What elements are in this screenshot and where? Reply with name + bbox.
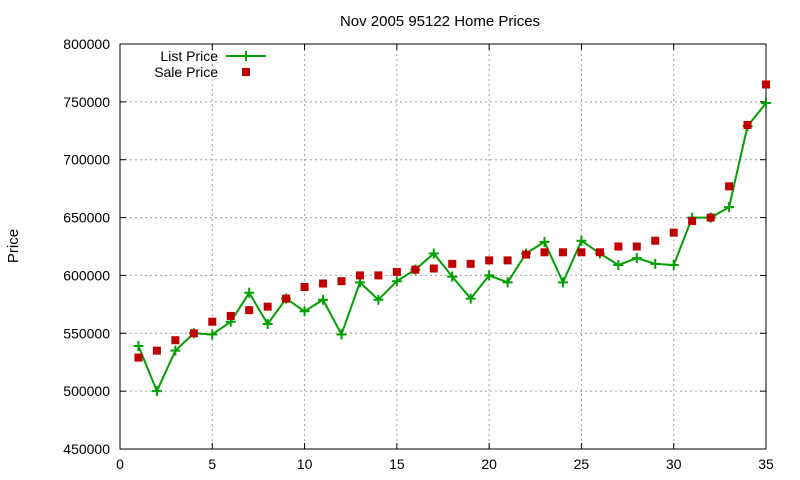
sale-price-point (688, 217, 697, 226)
x-tick-label: 15 (389, 456, 405, 472)
list-price-point (133, 341, 144, 352)
list-price-point (502, 277, 513, 288)
list-price-point (576, 235, 587, 246)
sale-price-point (337, 277, 346, 286)
list-price-point (262, 319, 273, 330)
list-price-point (465, 293, 476, 304)
list-price-point (207, 329, 218, 340)
list-price-point (318, 294, 329, 305)
list-price-series (133, 98, 771, 397)
x-tick-label: 20 (481, 456, 497, 472)
list-price-point (613, 260, 624, 271)
legend-marker-list-price (241, 51, 251, 61)
list-price-point (151, 386, 162, 397)
x-tick-label: 0 (116, 456, 124, 472)
x-tick-label: 5 (208, 456, 216, 472)
sale-price-point (651, 236, 660, 245)
list-price-point (299, 306, 310, 317)
x-tick-label: 10 (297, 456, 313, 472)
list-price-point (336, 329, 347, 340)
y-tick-label: 600000 (63, 267, 110, 283)
sale-price-point (485, 256, 494, 265)
sale-price-series (134, 80, 770, 362)
list-price-point (391, 276, 402, 287)
y-tick-label: 700000 (63, 152, 110, 168)
list-price-point (373, 294, 384, 305)
sale-price-point (392, 267, 401, 276)
list-price-point (484, 270, 495, 281)
sale-price-point (743, 121, 752, 129)
sale-price-point (429, 264, 438, 273)
sale-price-point (374, 271, 383, 280)
sale-price-point (208, 317, 217, 326)
list-price-point (539, 236, 550, 247)
sale-price-point (614, 242, 623, 251)
sale-price-point (226, 311, 235, 320)
sale-price-point (577, 248, 586, 257)
list-price-point (650, 258, 661, 269)
sale-price-point (669, 228, 678, 237)
y-axis-label: Price (5, 229, 22, 263)
sale-price-point (632, 242, 641, 251)
legend-label-list-price: List Price (160, 48, 218, 64)
list-price-point (170, 345, 181, 356)
x-tick-label: 25 (574, 456, 590, 472)
grid-lines (120, 44, 766, 449)
y-tick-label: 550000 (63, 325, 110, 341)
sale-price-point (448, 259, 457, 268)
sale-price-point (245, 306, 254, 315)
sale-price-point (152, 346, 161, 355)
sale-price-point (762, 80, 770, 89)
sale-price-point (300, 283, 309, 291)
chart-title: Nov 2005 95122 Home Prices (340, 13, 540, 30)
series-layer (133, 80, 771, 397)
y-tick-label: 650000 (63, 210, 110, 226)
sale-price-point (466, 259, 475, 268)
sale-price-point (411, 265, 420, 274)
y-tick-label: 800000 (63, 36, 110, 52)
list-price-point (761, 98, 771, 109)
sale-price-point (263, 302, 272, 311)
sale-price-point (282, 294, 291, 303)
sale-price-point (558, 248, 567, 257)
legend-marker-sale-price (242, 68, 250, 76)
sale-price-point (189, 329, 198, 338)
list-price-point (447, 271, 458, 282)
sale-price-point (522, 250, 531, 259)
plot-frame (119, 43, 767, 450)
list-price-point (724, 202, 735, 213)
list-price-point (244, 287, 255, 298)
list-price-line (137, 102, 767, 394)
sale-price-point (355, 271, 364, 280)
sale-price-point (171, 336, 180, 345)
sale-price-point (540, 248, 549, 257)
axis-ticks: 0 5 10 15 20 25 30 35 450000 500000 550000 600000 65… (63, 36, 774, 472)
y-tick-label: 750000 (63, 94, 110, 110)
legend-label-sale-price: Sale Price (154, 64, 218, 80)
list-price-point (631, 253, 642, 264)
x-tick-label: 35 (758, 456, 774, 472)
sale-price-point (725, 182, 734, 191)
sale-price-point (706, 213, 715, 222)
list-price-point (428, 248, 439, 259)
y-tick-label: 450000 (63, 441, 110, 457)
sale-price-point (319, 279, 328, 288)
x-tick-label: 30 (666, 456, 682, 472)
sale-price-point (503, 256, 512, 265)
list-price-point (557, 277, 568, 288)
sale-price-point (595, 248, 604, 257)
sale-price-point (134, 353, 143, 362)
list-price-point (668, 260, 679, 271)
y-tick-label: 500000 (63, 383, 110, 399)
